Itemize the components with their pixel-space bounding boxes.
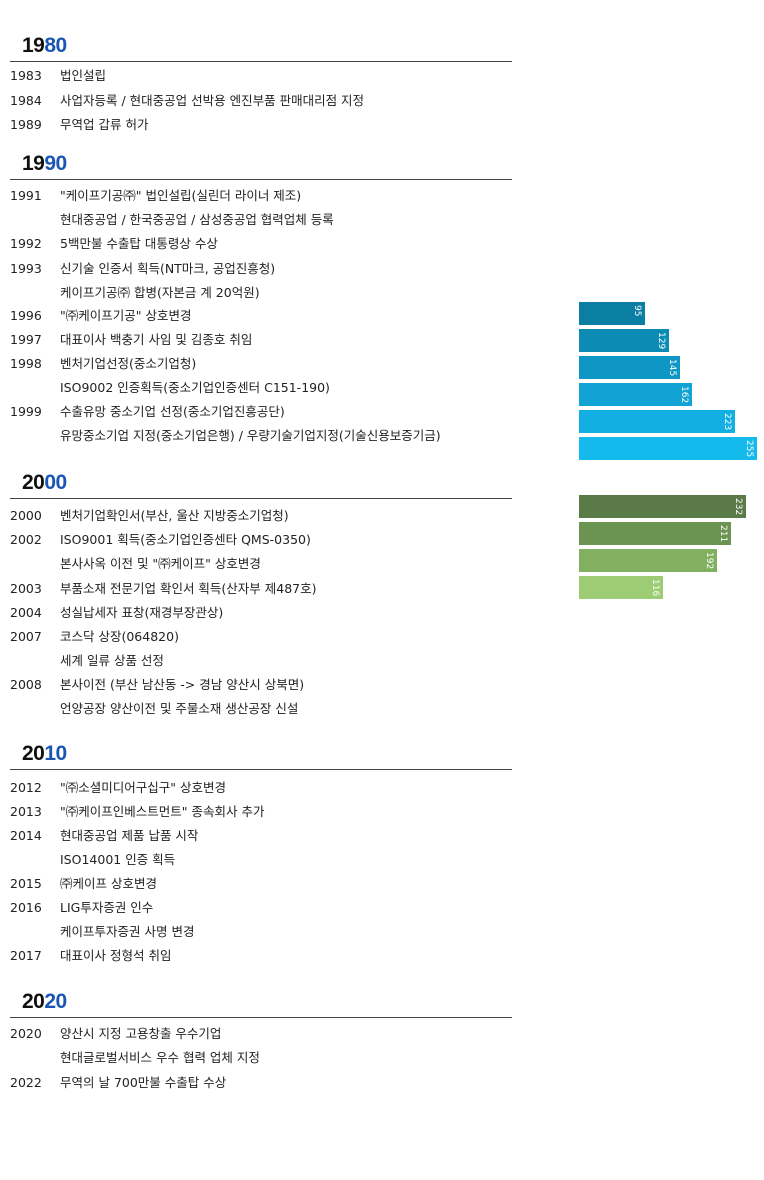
entry-text: 신기술 인증서 획득(NT마크, 공업진흥청): [60, 261, 276, 276]
decade-header: 2020: [10, 986, 512, 1018]
entry-year: 1997: [10, 332, 42, 347]
entry-year: 2022: [10, 1075, 42, 1090]
blue-bar: 145: [579, 356, 680, 379]
decade-title: 1990: [22, 153, 67, 174]
blue-bar: 95: [579, 302, 645, 325]
blue-bar: 223: [579, 410, 735, 433]
entry-year: 1999: [10, 404, 42, 419]
decade-title-prefix: 19: [22, 34, 45, 57]
bar-value-label: 129: [656, 332, 666, 350]
entry-text: "㈜케이프기공" 상호변경: [60, 308, 192, 323]
entry-text: ISO14001 인증 획득: [60, 852, 176, 867]
entry-text: 무역의 날 700만불 수출탑 수상: [60, 1075, 227, 1090]
entry-text: 무역업 갑류 허가: [60, 117, 149, 132]
entry-text: 세계 일류 상품 선정: [60, 653, 164, 668]
bar-value-label: 223: [722, 413, 732, 431]
entry-text: 현대글로벌서비스 우수 협력 업체 지정: [60, 1050, 260, 1065]
entry-year: 2004: [10, 605, 42, 620]
entry-text: 케이프투자증권 사명 변경: [60, 924, 195, 939]
decade-title-prefix: 20: [22, 990, 45, 1013]
entry-text: "㈜소셜미디어구십구" 상호변경: [60, 780, 226, 795]
entry-year: 2003: [10, 581, 42, 596]
decade-title-suffix: 00: [44, 471, 67, 494]
bar-value-label: 145: [667, 359, 677, 377]
entry-text: "케이프기공㈜" 법인설립(실린더 라이너 제조): [60, 188, 302, 203]
blue-bar: 255: [579, 437, 757, 460]
decade-title: 1980: [22, 35, 67, 56]
entry-year: 1989: [10, 117, 42, 132]
entry-text: 대표이사 백충기 사임 및 김종호 취임: [60, 332, 253, 347]
entry-year: 2007: [10, 629, 42, 644]
green-bar: 211: [579, 522, 731, 545]
decade-title-suffix: 80: [44, 34, 67, 57]
entry-year: 2020: [10, 1026, 42, 1041]
entry-text: ISO9001 획득(중소기업인증센타 QMS-0350): [60, 532, 311, 547]
entry-text: 유망중소기업 지정(중소기업은행) / 우량기술기업지정(기술신용보증기금): [60, 428, 441, 443]
entry-text: 코스닥 상장(064820): [60, 629, 179, 644]
bar-value-label: 95: [632, 305, 642, 317]
entry-text: 사업자등록 / 현대중공업 선박용 엔진부품 판매대리점 지정: [60, 93, 365, 108]
entry-text: 본사이전 (부산 남산동 -> 경남 양산시 상북면): [60, 677, 305, 692]
decade-header: 1980: [10, 30, 512, 62]
entry-text: 본사사옥 이전 및 "㈜케이프" 상호변경: [60, 556, 261, 571]
entry-year: 2012: [10, 780, 42, 795]
entry-year: 1983: [10, 68, 42, 83]
decade-title: 2000: [22, 472, 67, 493]
entry-text: LIG투자증권 인수: [60, 900, 154, 915]
entry-text: 케이프기공㈜ 합병(자본금 계 20억원): [60, 285, 260, 300]
decade-title: 2010: [22, 743, 67, 764]
entry-year: 1991: [10, 188, 42, 203]
entry-year: 1984: [10, 93, 42, 108]
bar-value-label: 116: [650, 579, 660, 597]
entry-text: 대표이사 정형석 취임: [60, 948, 172, 963]
green-bar: 116: [579, 576, 663, 599]
entry-year: 2008: [10, 677, 42, 692]
bar-value-label: 192: [704, 552, 714, 570]
bar-value-label: 162: [679, 386, 689, 404]
blue-bar: 162: [579, 383, 692, 406]
bar-value-label: 232: [733, 498, 743, 516]
green-bar: 192: [579, 549, 717, 572]
entry-year: 1996: [10, 308, 42, 323]
bar-value-label: 255: [744, 440, 754, 458]
entry-text: 부품소재 전문기업 확인서 획득(산자부 제487호): [60, 581, 317, 596]
green-bar: 232: [579, 495, 746, 518]
entry-text: 성실납세자 표창(재경부장관상): [60, 605, 224, 620]
entry-year: 2013: [10, 804, 42, 819]
entry-text: 양산시 지정 고용창출 우수기업: [60, 1026, 222, 1041]
decade-header: 1990: [10, 148, 512, 180]
entry-year: 2017: [10, 948, 42, 963]
blue-bar: 129: [579, 329, 669, 352]
entry-text: 벤처기업확인서(부산, 울산 지방중소기업청): [60, 508, 289, 523]
entry-year: 2016: [10, 900, 42, 915]
bar-value-label: 211: [718, 525, 728, 543]
entry-text: ㈜케이프 상호변경: [60, 876, 157, 891]
entry-text: 현대중공업 제품 납품 시작: [60, 828, 199, 843]
decade-title-prefix: 19: [22, 152, 45, 175]
entry-year: 2014: [10, 828, 42, 843]
entry-text: 벤처기업선정(중소기업청): [60, 356, 197, 371]
decade-header: 2000: [10, 467, 512, 499]
entry-year: 2002: [10, 532, 42, 547]
entry-year: 2000: [10, 508, 42, 523]
entry-text: "㈜케이프인베스트먼트" 종속회사 추가: [60, 804, 265, 819]
entry-text: 법인설립: [60, 68, 107, 83]
decade-title-prefix: 20: [22, 471, 45, 494]
entry-year: 2015: [10, 876, 42, 891]
entry-text: 언양공장 양산이전 및 주물소재 생산공장 신설: [60, 701, 299, 716]
decade-title-suffix: 10: [44, 742, 67, 765]
decade-title-prefix: 20: [22, 742, 45, 765]
entry-text: 현대중공업 / 한국중공업 / 삼성중공업 협력업체 등록: [60, 212, 334, 227]
decade-title: 2020: [22, 991, 67, 1012]
decade-header: 2010: [10, 738, 512, 770]
entry-year: 1993: [10, 261, 42, 276]
decade-title-suffix: 20: [44, 990, 67, 1013]
entry-text: 수출유망 중소기업 선정(중소기업진흥공단): [60, 404, 285, 419]
entry-year: 1992: [10, 236, 42, 251]
decade-title-suffix: 90: [44, 152, 67, 175]
entry-year: 1998: [10, 356, 42, 371]
entry-text: 5백만불 수출탑 대통령상 수상: [60, 236, 218, 251]
entry-text: ISO9002 인증획득(중소기업인증센터 C151-190): [60, 380, 330, 395]
